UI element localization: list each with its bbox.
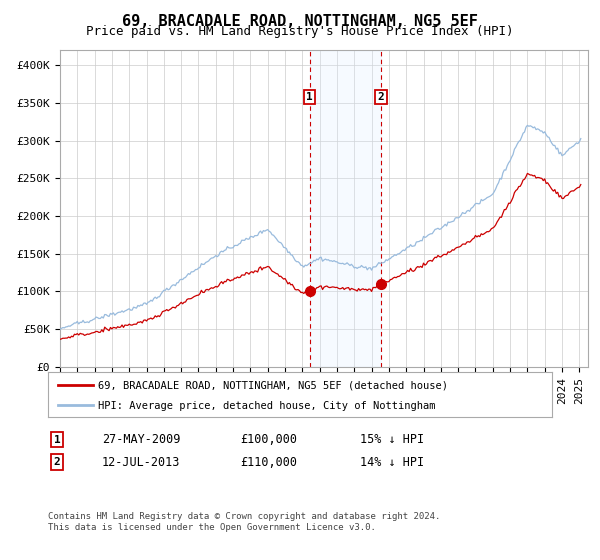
- Text: HPI: Average price, detached house, City of Nottingham: HPI: Average price, detached house, City…: [98, 400, 436, 410]
- Text: Contains HM Land Registry data © Crown copyright and database right 2024.
This d: Contains HM Land Registry data © Crown c…: [48, 512, 440, 532]
- Text: 14% ↓ HPI: 14% ↓ HPI: [360, 455, 424, 469]
- Text: 69, BRACADALE ROAD, NOTTINGHAM, NG5 5EF (detached house): 69, BRACADALE ROAD, NOTTINGHAM, NG5 5EF …: [98, 381, 448, 391]
- Text: 15% ↓ HPI: 15% ↓ HPI: [360, 433, 424, 446]
- Text: 12-JUL-2013: 12-JUL-2013: [102, 455, 181, 469]
- Text: 1: 1: [306, 92, 313, 102]
- Text: £100,000: £100,000: [240, 433, 297, 446]
- Text: 2: 2: [53, 457, 61, 467]
- Text: Price paid vs. HM Land Registry's House Price Index (HPI): Price paid vs. HM Land Registry's House …: [86, 25, 514, 38]
- Text: £110,000: £110,000: [240, 455, 297, 469]
- Text: 69, BRACADALE ROAD, NOTTINGHAM, NG5 5EF: 69, BRACADALE ROAD, NOTTINGHAM, NG5 5EF: [122, 14, 478, 29]
- Bar: [310, 50, 381, 367]
- Text: 27-MAY-2009: 27-MAY-2009: [102, 433, 181, 446]
- Text: 1: 1: [53, 435, 61, 445]
- Text: 2: 2: [377, 92, 385, 102]
